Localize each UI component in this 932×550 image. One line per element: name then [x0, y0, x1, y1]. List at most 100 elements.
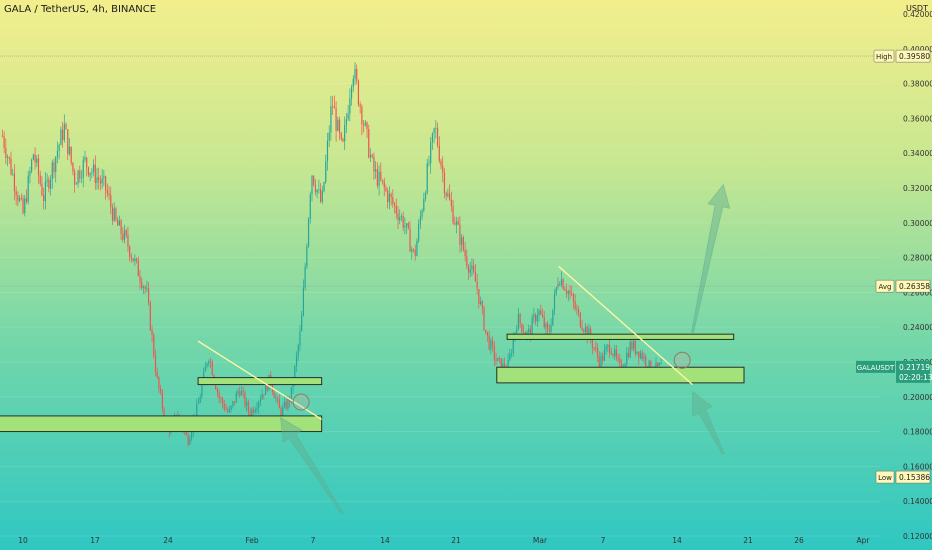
candle-body — [593, 347, 595, 349]
candle-body — [204, 366, 206, 372]
candle-body — [101, 178, 103, 184]
candle-body — [234, 401, 236, 403]
candle-body — [215, 381, 217, 390]
candle-body — [474, 272, 476, 282]
candle-body — [395, 205, 397, 214]
candle-body — [249, 412, 251, 418]
candle-body — [223, 403, 225, 410]
y-tick-label: 0.32000 — [903, 184, 932, 193]
candle-body — [117, 219, 119, 226]
candle-body — [648, 360, 650, 370]
candle-body — [407, 223, 409, 229]
candle-body — [108, 193, 110, 196]
candle-body — [450, 199, 452, 206]
candle-body — [564, 289, 566, 291]
candle-body — [92, 164, 95, 173]
candle-body — [627, 353, 630, 357]
candle-body — [58, 144, 60, 151]
candle-body — [118, 220, 120, 226]
candle-body — [543, 316, 545, 328]
candle-body — [565, 290, 568, 294]
candle-body — [634, 341, 636, 354]
candle-body — [156, 372, 158, 378]
candle-body — [560, 279, 562, 285]
candle-body — [457, 221, 459, 225]
candle-body — [266, 382, 268, 391]
candle-body — [53, 162, 55, 172]
trendline-right — [558, 265, 693, 386]
y-tick-label: 0.12000 — [903, 532, 932, 541]
candle-body — [132, 258, 134, 262]
candle-body — [51, 162, 53, 180]
candle-body — [161, 392, 163, 410]
candle-body — [399, 217, 401, 221]
candle-body — [46, 179, 48, 182]
support-zone-left — [0, 415, 323, 433]
support-zone-right — [496, 366, 745, 384]
candle-body — [227, 409, 229, 413]
candle-body — [629, 342, 631, 357]
candle-body — [541, 314, 544, 317]
candle-body — [261, 394, 263, 400]
candle-body — [581, 326, 583, 331]
candle-body — [376, 169, 378, 186]
candle-body — [120, 220, 122, 234]
candle-body — [34, 154, 36, 163]
candle-body — [392, 197, 394, 204]
candle-body — [232, 401, 234, 406]
candle-body — [282, 407, 284, 418]
candle-body — [517, 313, 519, 330]
candle-body — [137, 260, 139, 277]
candle-body — [221, 398, 224, 404]
candle-body — [277, 397, 279, 399]
candle-body — [500, 358, 502, 372]
y-tick-label: 0.26000 — [903, 288, 932, 297]
candle-body — [99, 180, 102, 184]
x-tick-label: 14 — [672, 536, 682, 545]
candle-body — [578, 309, 580, 313]
candle-body — [283, 401, 286, 408]
candle-body — [65, 124, 67, 130]
candle-body — [615, 349, 618, 358]
high-tag: High 0.39580 — [873, 49, 931, 63]
x-tick-label: 14 — [380, 536, 390, 545]
candle-body — [547, 323, 549, 331]
candle-body — [197, 402, 200, 405]
candle-body — [149, 302, 151, 331]
candle-body — [455, 221, 458, 225]
high-tag-value: 0.39580 — [899, 52, 930, 61]
candle-body — [497, 358, 499, 362]
candle-body — [8, 157, 10, 159]
candle-body — [199, 397, 201, 403]
x-axis: 10 17 24 Feb 7 14 21 Mar 7 14 21 26 Apr — [18, 536, 870, 545]
candle-body — [602, 355, 604, 361]
candle-body — [424, 192, 427, 199]
candle-body — [220, 398, 222, 399]
last-price-box — [896, 360, 930, 383]
candle-body — [206, 363, 208, 367]
candle-body — [347, 113, 349, 120]
candle-body — [311, 175, 313, 195]
candle-body — [49, 179, 52, 189]
candle-body — [657, 362, 659, 366]
candle-body — [5, 147, 7, 158]
candle-body — [342, 138, 344, 142]
low-tag-label: Low — [878, 474, 892, 482]
candle-body — [380, 171, 382, 180]
candle-body — [354, 68, 356, 79]
low-tag-label-box — [875, 470, 895, 484]
candle-body — [466, 256, 468, 267]
candle-body — [638, 351, 640, 358]
candle-body — [435, 128, 437, 129]
candle-body — [548, 330, 550, 332]
candle-body — [495, 359, 497, 362]
candle-body — [418, 223, 420, 241]
candle-body — [509, 353, 511, 361]
candle-body — [264, 382, 267, 395]
arrow-right-lower — [691, 390, 725, 456]
candle-body — [469, 268, 471, 273]
x-tick-label: 21 — [451, 536, 461, 545]
candle-body — [48, 179, 50, 189]
y-tick-label: 0.36000 — [903, 114, 932, 123]
